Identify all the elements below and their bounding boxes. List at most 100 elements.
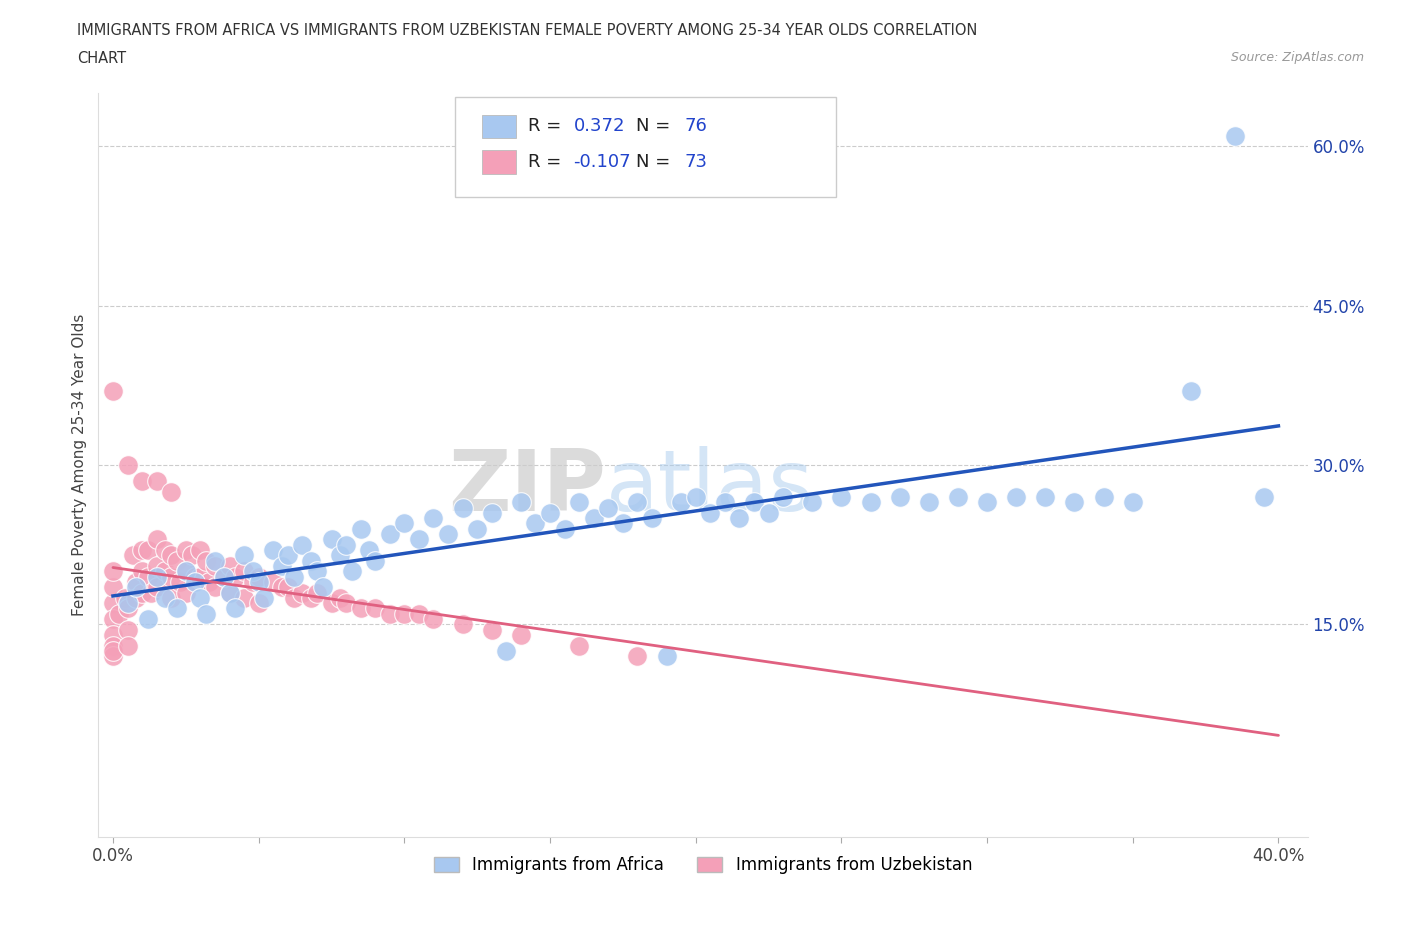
Point: [1180, 383, 1202, 398]
Point: [198, 575, 221, 590]
Point: [335, 538, 357, 552]
Point: [224, 601, 246, 616]
Point: [685, 489, 707, 504]
Point: [101, 383, 124, 398]
Point: [101, 644, 124, 658]
Point: [1253, 489, 1275, 504]
Point: [169, 575, 191, 590]
Point: [554, 522, 576, 537]
Point: [271, 579, 294, 594]
Point: [145, 569, 167, 584]
Point: [305, 585, 328, 600]
Point: [509, 495, 531, 510]
FancyBboxPatch shape: [482, 114, 516, 139]
Y-axis label: Female Poverty Among 25-34 Year Olds: Female Poverty Among 25-34 Year Olds: [72, 313, 87, 617]
Point: [125, 579, 148, 594]
Point: [190, 591, 212, 605]
Point: [160, 569, 183, 584]
Point: [117, 596, 139, 611]
Point: [233, 548, 256, 563]
Point: [422, 612, 444, 627]
Point: [612, 516, 634, 531]
Point: [271, 559, 294, 574]
Text: R =: R =: [527, 153, 567, 171]
Point: [195, 553, 218, 568]
Point: [359, 542, 381, 557]
Point: [1063, 495, 1085, 510]
Point: [1005, 489, 1028, 504]
Point: [1223, 128, 1246, 143]
Text: Source: ZipAtlas.com: Source: ZipAtlas.com: [1230, 51, 1364, 64]
Point: [145, 532, 167, 547]
Point: [408, 532, 430, 547]
Text: CHART: CHART: [77, 51, 127, 66]
Point: [155, 591, 177, 605]
Point: [321, 596, 343, 611]
Point: [364, 553, 387, 568]
Text: N =: N =: [637, 153, 676, 171]
Point: [568, 495, 591, 510]
Point: [801, 495, 824, 510]
Point: [758, 505, 780, 520]
Text: atlas: atlas: [606, 445, 814, 529]
Point: [136, 569, 159, 584]
Point: [101, 638, 124, 653]
Point: [145, 579, 167, 594]
Point: [262, 575, 284, 590]
Text: N =: N =: [637, 117, 676, 136]
Point: [509, 628, 531, 643]
Point: [145, 473, 167, 488]
Text: -0.107: -0.107: [574, 153, 631, 171]
Point: [655, 649, 678, 664]
Point: [122, 548, 145, 563]
Point: [422, 511, 444, 525]
Point: [125, 591, 148, 605]
Point: [699, 505, 721, 520]
Point: [117, 601, 139, 616]
Point: [742, 495, 765, 510]
Legend: Immigrants from Africa, Immigrants from Uzbekistan: Immigrants from Africa, Immigrants from …: [427, 849, 979, 881]
Text: R =: R =: [527, 117, 567, 136]
Point: [131, 564, 153, 578]
Point: [160, 485, 183, 499]
Point: [183, 575, 205, 590]
Point: [312, 579, 335, 594]
Point: [277, 548, 299, 563]
Point: [180, 548, 202, 563]
FancyBboxPatch shape: [456, 97, 837, 197]
Point: [626, 649, 648, 664]
Point: [437, 526, 460, 541]
Point: [183, 569, 205, 584]
Point: [291, 538, 314, 552]
Point: [131, 585, 153, 600]
Point: [114, 591, 136, 605]
Point: [233, 591, 256, 605]
Point: [495, 644, 517, 658]
Point: [204, 559, 226, 574]
Point: [101, 649, 124, 664]
Point: [190, 569, 212, 584]
Point: [568, 638, 591, 653]
Text: IMMIGRANTS FROM AFRICA VS IMMIGRANTS FROM UZBEKISTAN FEMALE POVERTY AMONG 25-34 : IMMIGRANTS FROM AFRICA VS IMMIGRANTS FRO…: [77, 23, 977, 38]
Point: [224, 569, 246, 584]
Point: [364, 601, 387, 616]
Point: [350, 601, 373, 616]
Point: [859, 495, 882, 510]
Point: [277, 579, 299, 594]
Point: [626, 495, 648, 510]
Point: [1033, 489, 1056, 504]
Point: [174, 564, 197, 578]
Point: [117, 638, 139, 653]
Point: [305, 564, 328, 578]
Point: [340, 564, 363, 578]
Point: [247, 596, 270, 611]
Point: [728, 511, 751, 525]
Point: [451, 500, 474, 515]
Point: [1092, 489, 1115, 504]
Point: [101, 628, 124, 643]
Text: 76: 76: [685, 117, 707, 136]
Point: [204, 579, 226, 594]
Point: [101, 612, 124, 627]
Point: [174, 564, 197, 578]
Point: [101, 564, 124, 578]
